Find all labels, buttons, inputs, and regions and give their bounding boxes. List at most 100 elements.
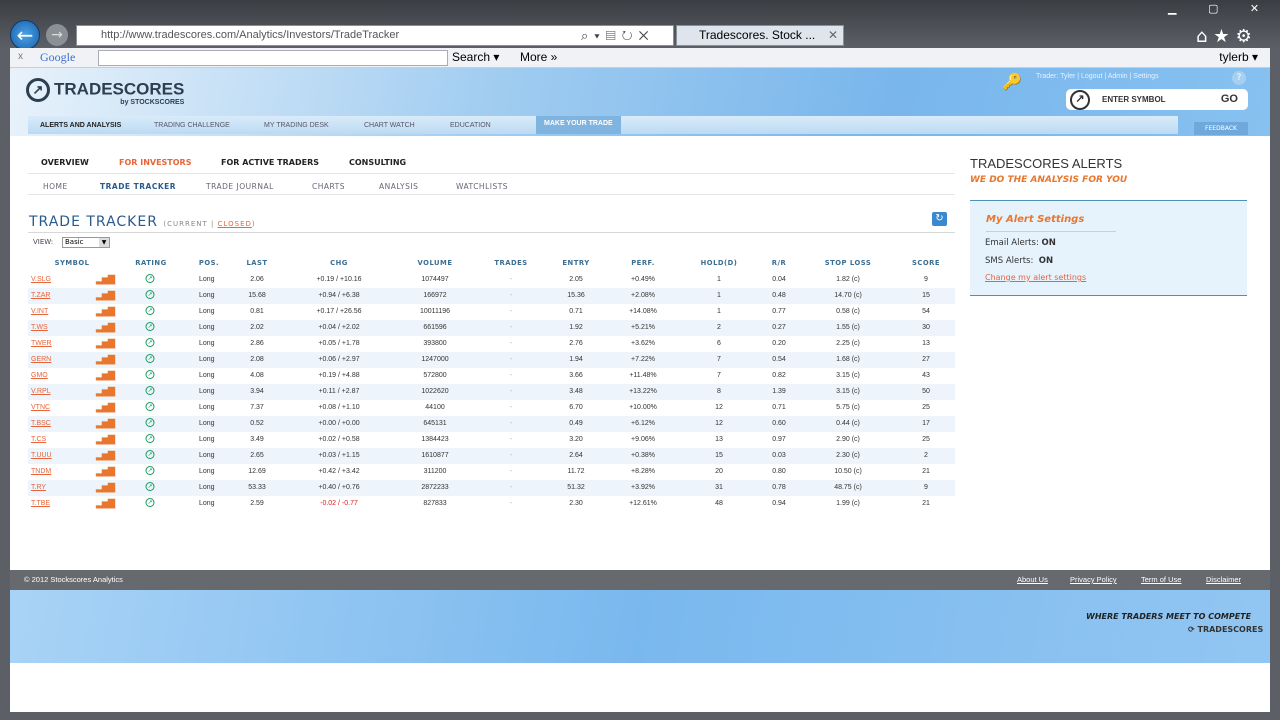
menu-consulting[interactable]: CONSULTING (349, 158, 407, 167)
chart-icon[interactable]: ▂▅▇ (96, 306, 115, 316)
cell-symbol[interactable]: TNDM (31, 468, 52, 475)
column-header-entry[interactable]: ENTRY (562, 259, 590, 267)
chart-icon[interactable]: ▂▅▇ (96, 466, 115, 476)
column-header-pos[interactable]: POS. (198, 259, 220, 267)
nav-chart-watch[interactable]: CHART WATCH (364, 122, 415, 129)
menu-overview[interactable]: OVERVIEW (41, 158, 89, 167)
column-header-holdd[interactable]: HOLD(D) (700, 259, 738, 267)
disclaimer-link[interactable]: Disclaimer (1206, 575, 1242, 584)
chart-icon[interactable]: ▂▅▇ (96, 386, 115, 396)
close-toolbar-icon[interactable]: x (18, 51, 23, 62)
chart-icon[interactable]: ▂▅▇ (96, 354, 115, 364)
table-row[interactable]: T.BSC Long 0.52 +0.00 / +0.00 645131 - 0.49 +6.… (28, 416, 955, 432)
column-header-chg[interactable]: CHG (330, 259, 348, 267)
symbol-input[interactable]: ENTER SYMBOL (1102, 95, 1166, 104)
address-actions-icon[interactable]: ⌕▾▤↻✕ (581, 28, 655, 43)
refresh-icon[interactable]: ↻ (932, 212, 947, 226)
column-header-stoploss[interactable]: STOP LOSS (824, 259, 872, 267)
chart-icon[interactable]: ▂▅▇ (96, 482, 115, 492)
chart-icon[interactable]: ▂▅▇ (96, 450, 115, 460)
table-row[interactable]: T.RY Long 53.33 +0.40 / +0.76 2872233 - 51.32 +… (28, 480, 955, 496)
back-button[interactable]: ← (10, 20, 40, 50)
feedback-button[interactable]: FEEDBACK (1194, 122, 1248, 135)
table-row[interactable]: V.RPL Long 3.94 +0.11 / +2.87 1022620 - 3.48 +1… (28, 384, 955, 400)
chart-icon[interactable]: ▂▅▇ (96, 322, 115, 332)
table-row[interactable]: TNDM Long 12.69 +0.42 / +3.42 311200 - 11.72 +8… (28, 464, 955, 480)
cell-symbol[interactable]: T.BSC (31, 420, 51, 427)
google-search-button[interactable]: Search ▾ (452, 50, 500, 64)
make-your-trade-button[interactable]: MAKE YOUR TRADE (536, 116, 621, 134)
forward-button[interactable]: → (46, 24, 68, 46)
table-row[interactable]: GERN Long 2.08 +0.06 / +2.97 1247000 - 1.94 +7.… (28, 352, 955, 368)
chart-icon[interactable]: ▂▅▇ (96, 338, 115, 348)
about-us-link[interactable]: About Us (1017, 575, 1048, 584)
cell-symbol[interactable]: V.INT (31, 308, 49, 315)
submenu-charts[interactable]: CHARTS (312, 182, 346, 191)
change-alert-settings-link[interactable]: Change my alert settings (985, 273, 1087, 282)
column-header-trades[interactable]: TRADES (494, 259, 528, 267)
table-row[interactable]: T.UUU Long 2.65 +0.03 / +1.15 1610877 - 2.64 +0… (28, 448, 955, 464)
browser-tab[interactable]: Tradescores. Stock ... ✕ (676, 25, 844, 46)
go-button[interactable]: GO (1220, 93, 1238, 105)
submenu-trade-journal[interactable]: TRADE JOURNAL (206, 182, 274, 191)
chart-icon[interactable]: ▂▅▇ (96, 498, 115, 508)
chart-icon[interactable]: ▂▅▇ (96, 434, 115, 444)
cell-symbol[interactable]: T.UUU (31, 452, 52, 459)
chart-icon[interactable]: ▂▅▇ (96, 274, 115, 284)
column-header-symbol[interactable]: SYMBOL (54, 259, 90, 267)
table-row[interactable]: GMO Long 4.08 +0.19 / +4.88 572800 - 3.66 +11.4… (28, 368, 955, 384)
nav-my-trading-desk[interactable]: MY TRADING DESK (264, 122, 329, 129)
home-favorites-settings-icons[interactable]: ⌂★⚙ (1196, 26, 1258, 47)
cell-symbol[interactable]: GMO (31, 372, 48, 379)
terms-link[interactable]: Term of Use (1141, 575, 1182, 584)
tradescores-logo[interactable]: ↗ TRADESCORES by STOCKSCORES (26, 78, 184, 106)
column-header-rr[interactable]: R/R (771, 259, 787, 267)
menu-for-active-traders[interactable]: FOR ACTIVE TRADERS (221, 158, 319, 167)
nav-trading-challenge[interactable]: TRADING CHALLENGE (154, 122, 230, 129)
cell-symbol[interactable]: T.WS (31, 324, 48, 331)
submenu-watchlists[interactable]: WATCHLISTS (456, 182, 509, 191)
table-row[interactable]: T.CS Long 3.49 +0.02 / +0.58 1384423 - 3.20 +9.… (28, 432, 955, 448)
table-row[interactable]: T.ZAR Long 15.68 +0.94 / +6.38 166972 - 15.36 +… (28, 288, 955, 304)
more-button[interactable]: More » (520, 50, 558, 64)
column-header-volume[interactable]: VOLUME (417, 259, 453, 267)
nav-education[interactable]: EDUCATION (450, 122, 491, 129)
submenu-home[interactable]: HOME (43, 182, 68, 191)
submenu-analysis[interactable]: ANALYSIS (379, 182, 419, 191)
symbol-search[interactable]: ↗ ENTER SYMBOL GO (1066, 89, 1248, 110)
cell-symbol[interactable]: T.TBE (31, 500, 51, 507)
user-menu[interactable]: tylerb ▾ (1219, 50, 1258, 64)
current-label[interactable]: (CURRENT | (163, 220, 218, 228)
chart-icon[interactable]: ▂▅▇ (96, 418, 115, 428)
menu-for-investors[interactable]: FOR INVESTORS (119, 158, 192, 167)
cell-symbol[interactable]: V.SLG (31, 276, 51, 283)
chart-icon[interactable]: ▂▅▇ (96, 402, 115, 412)
column-header-rating[interactable]: RATING (135, 259, 167, 267)
table-row[interactable]: T.TBE Long 2.59 -0.02 / -0.77 827833 - 2.30 +12… (28, 496, 955, 512)
column-header-last[interactable]: LAST (246, 259, 268, 267)
table-row[interactable]: V.SLG Long 2.06 +0.19 / +10.16 1074497 - 2.05 +… (28, 272, 955, 288)
cell-symbol[interactable]: VTNC (31, 404, 51, 411)
address-bar[interactable]: http://www.tradescores.com/Analytics/Inv… (76, 25, 674, 46)
submenu-trade-tracker[interactable]: TRADE TRACKER (100, 182, 177, 191)
cell-symbol[interactable]: T.ZAR (31, 292, 51, 299)
table-row[interactable]: T.WS Long 2.02 +0.04 / +2.02 661596 - 1.92 +5.2… (28, 320, 955, 336)
column-header-perf[interactable]: PERF. (631, 259, 655, 267)
google-search-input[interactable] (98, 50, 448, 66)
cell-symbol[interactable]: V.RPL (31, 388, 51, 395)
privacy-policy-link[interactable]: Privacy Policy (1070, 575, 1117, 584)
chart-icon[interactable]: ▂▅▇ (96, 370, 115, 380)
table-row[interactable]: VTNC Long 7.37 +0.08 / +1.10 44100 - 6.70 +10.0… (28, 400, 955, 416)
chart-icon[interactable]: ▂▅▇ (96, 290, 115, 300)
view-select[interactable]: Basic ▼ (62, 237, 110, 248)
column-header-score[interactable]: SCORE (911, 259, 941, 267)
closed-link[interactable]: CLOSED (217, 220, 252, 228)
nav-alerts-and-analysis[interactable]: ALERTS AND ANALYSIS (40, 122, 122, 129)
cell-symbol[interactable]: T.CS (31, 436, 47, 443)
cell-symbol[interactable]: TWER (31, 340, 52, 347)
close-tab-icon[interactable]: ✕ (827, 28, 838, 42)
help-icon[interactable]: ? (1232, 71, 1246, 85)
table-row[interactable]: V.INT Long 0.81 +0.17 / +26.56 10011196 - 0.71… (28, 304, 955, 320)
account-links[interactable]: Trader: Tyler | Logout | Admin | Setting… (1036, 73, 1159, 80)
table-row[interactable]: TWER Long 2.86 +0.05 / +1.78 393800 - 2.76 +3.6… (28, 336, 955, 352)
